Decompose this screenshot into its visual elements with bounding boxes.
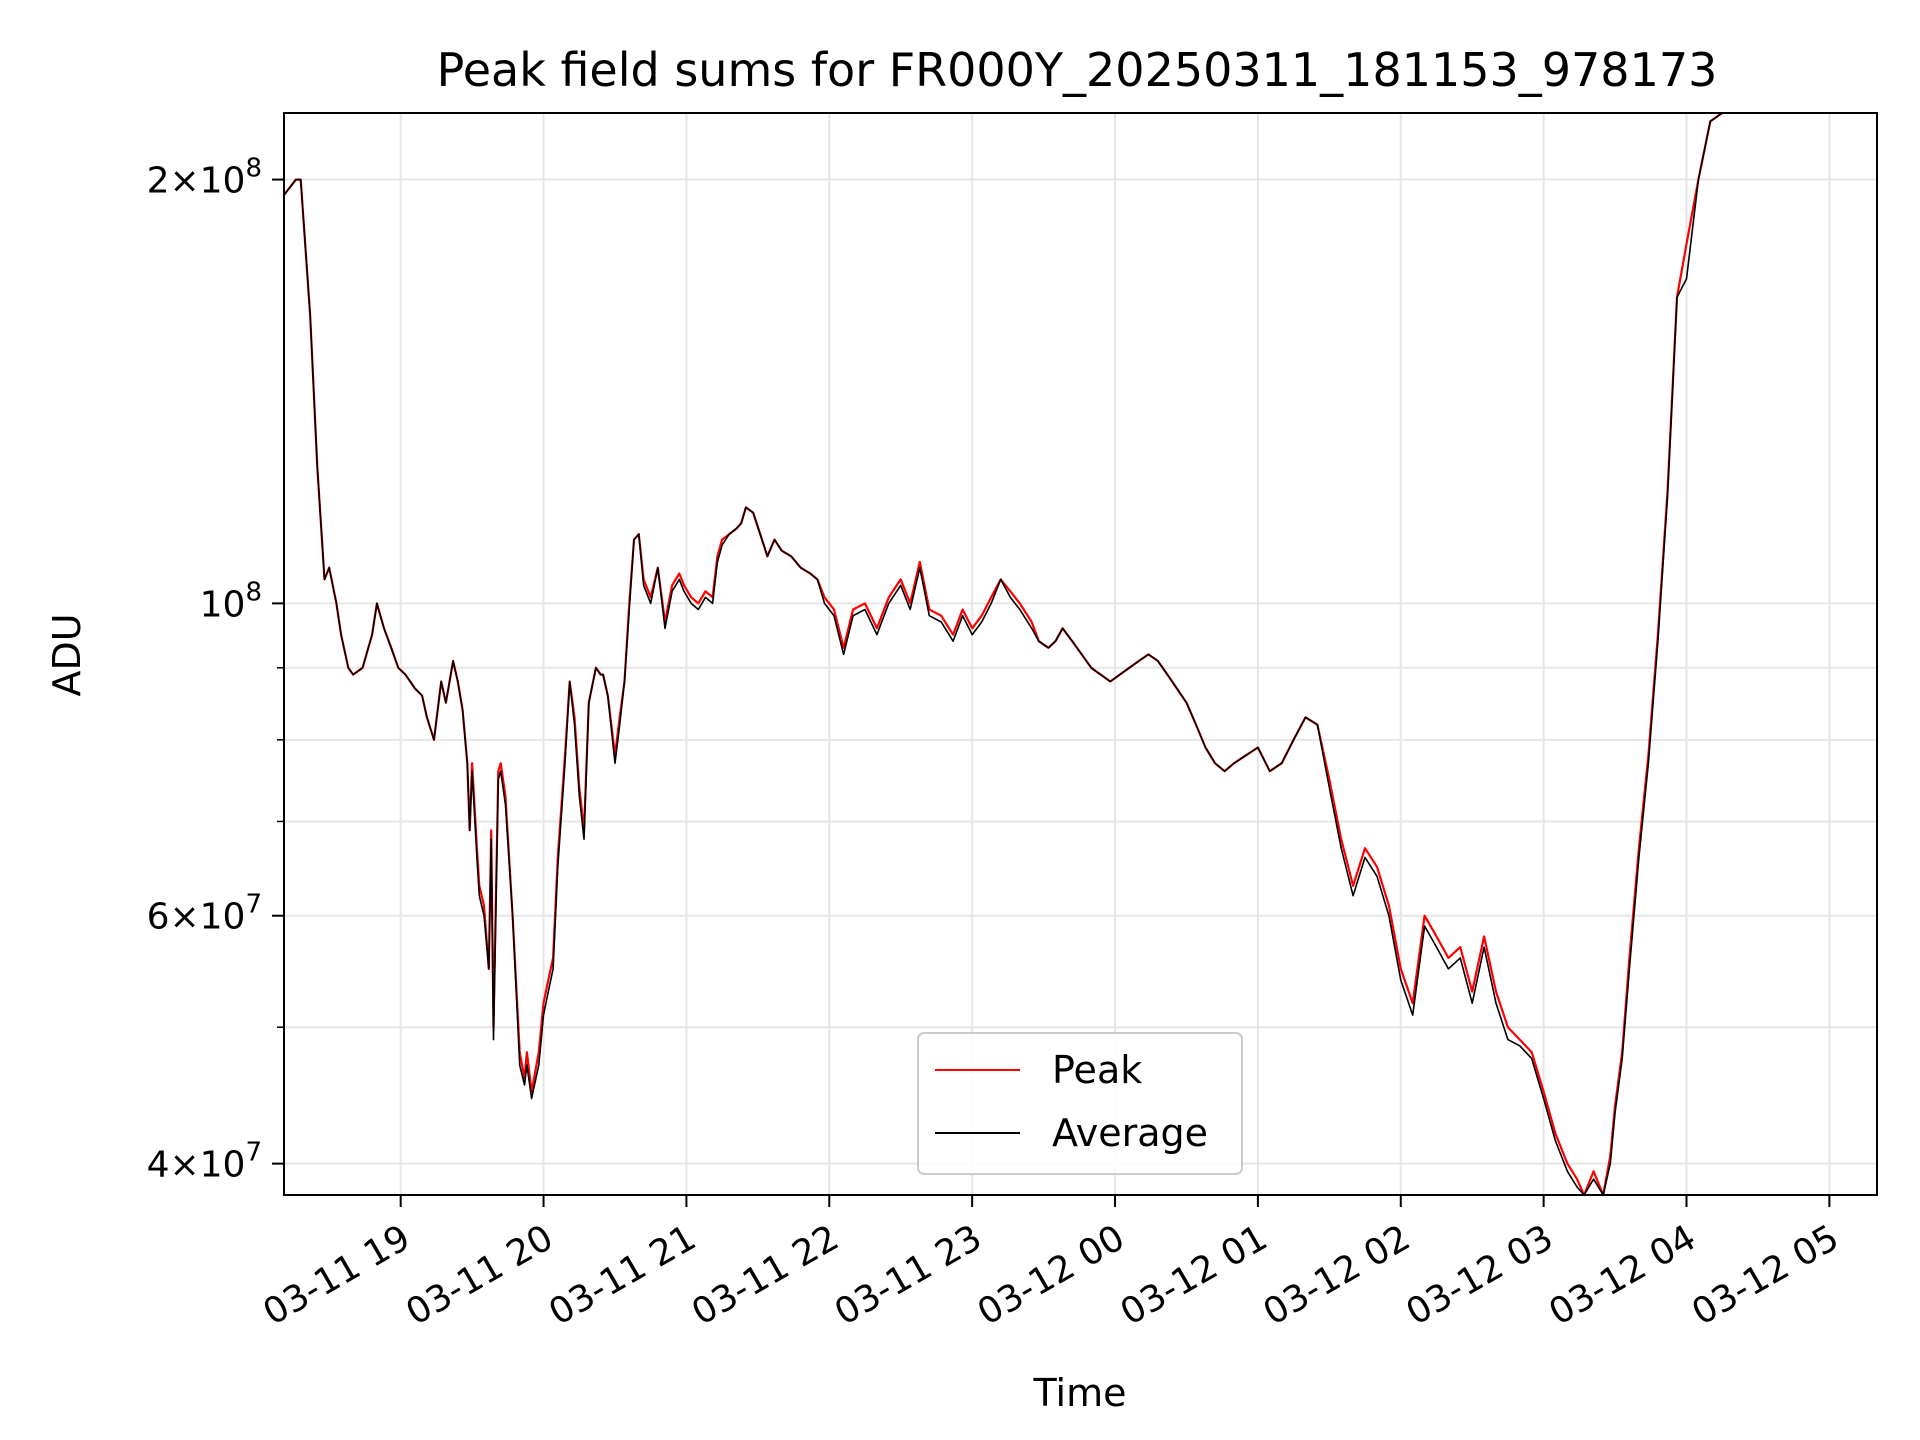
y-axis: 4×107 6×107 108 2×108 <box>147 154 284 1186</box>
legend-frame <box>917 1032 1243 1175</box>
y-tick-label: 6×107 <box>147 890 262 938</box>
plot-area <box>283 112 1723 1197</box>
y-tick-label: 108 <box>200 577 262 625</box>
y-tick-label: 4×107 <box>147 1138 262 1186</box>
chart-title: Peak field sums for FR000Y_20250311_1811… <box>437 43 1718 97</box>
axes-frame <box>283 112 1878 1196</box>
y-tick-label: 2×108 <box>147 154 262 202</box>
series-line-average <box>283 112 1723 1196</box>
x-axis-label: Time <box>1033 1371 1127 1415</box>
grid <box>284 113 1877 1195</box>
legend-label-peak: Peak <box>1052 1048 1142 1092</box>
legend-label-average: Average <box>1052 1111 1208 1155</box>
legend: Peak Average <box>917 1032 1243 1175</box>
y-axis-label: ADU <box>45 613 89 696</box>
